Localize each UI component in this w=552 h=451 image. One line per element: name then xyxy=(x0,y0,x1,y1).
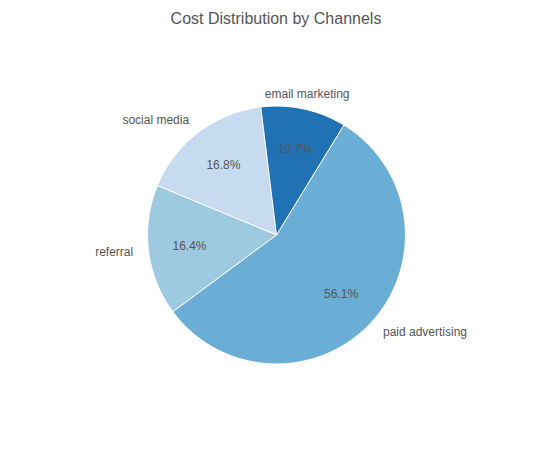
svg-text:56.1%: 56.1% xyxy=(324,287,358,301)
svg-text:10.7%: 10.7% xyxy=(278,142,312,156)
svg-text:16.4%: 16.4% xyxy=(172,239,206,253)
html-text:Cost Distribution by Channels: Cost Distribution by Channels xyxy=(170,10,382,27)
svg-text:16.8%: 16.8% xyxy=(206,158,240,172)
svg-text:email marketing: email marketing xyxy=(265,87,350,101)
svg-text:paid advertising: paid advertising xyxy=(383,325,467,339)
svg-text:referral: referral xyxy=(95,245,133,259)
svg-text:social media: social media xyxy=(122,113,189,127)
